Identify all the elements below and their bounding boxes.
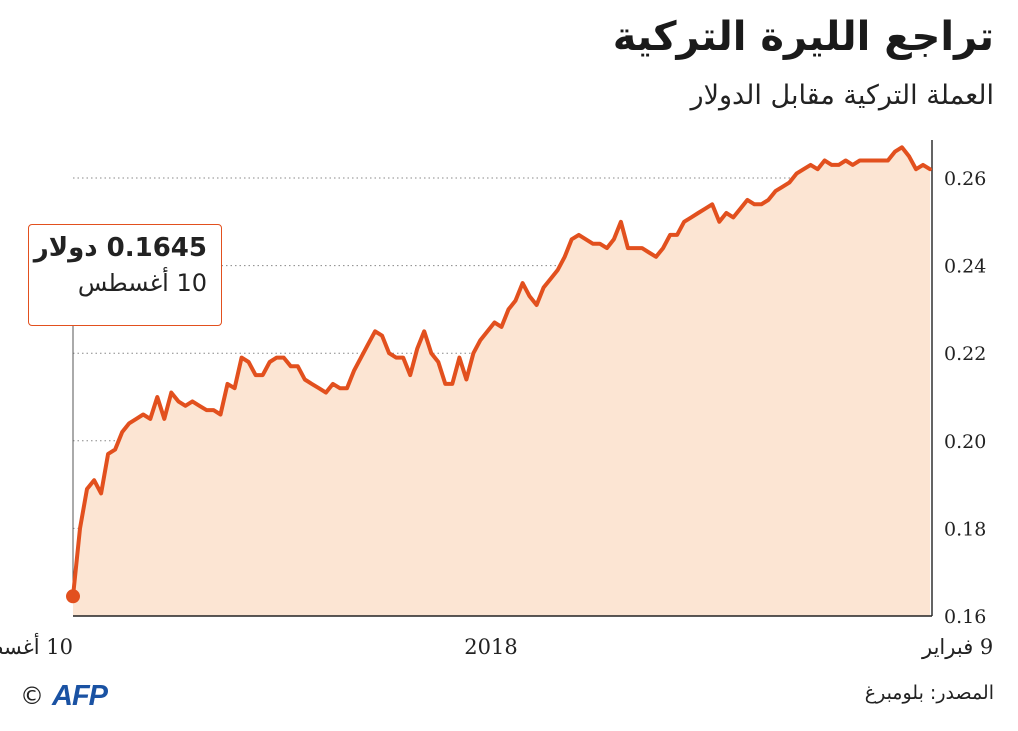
callout-value: 0.1645 دولار xyxy=(33,233,207,263)
start-point-marker xyxy=(66,589,80,604)
copyright-symbol: © xyxy=(20,682,44,710)
source-note: المصدر: بلومبرغ xyxy=(864,682,994,704)
x-tick-label: 9 فبراير xyxy=(921,635,993,660)
area-fill xyxy=(73,147,930,617)
chart-title: تراجع الليرة التركية xyxy=(612,14,994,60)
y-tick-label: 0.18 xyxy=(944,518,986,540)
x-tick-label: 2018 xyxy=(464,635,517,659)
y-tick-label: 0.20 xyxy=(944,431,986,453)
y-tick-labels: 0.16 0.18 0.20 0.22 0.24 0.26 xyxy=(944,168,986,628)
callout-date: 10 أغسطس xyxy=(77,269,207,297)
y-tick-label: 0.22 xyxy=(944,343,986,365)
x-tick-label: 10 أغسطس xyxy=(0,632,73,660)
afp-logo: AFP xyxy=(52,680,108,712)
y-tick-label: 0.16 xyxy=(944,606,986,628)
y-tick-label: 0.24 xyxy=(944,256,986,278)
series-line xyxy=(71,145,932,599)
y-tick-label: 0.26 xyxy=(944,168,986,190)
chart-subtitle: العملة التركية مقابل الدولار xyxy=(690,80,994,111)
x-tick-labels: 10 أغسطس 2018 9 فبراير xyxy=(0,632,993,660)
callout-box: 0.1645 دولار 10 أغسطس xyxy=(28,224,222,326)
